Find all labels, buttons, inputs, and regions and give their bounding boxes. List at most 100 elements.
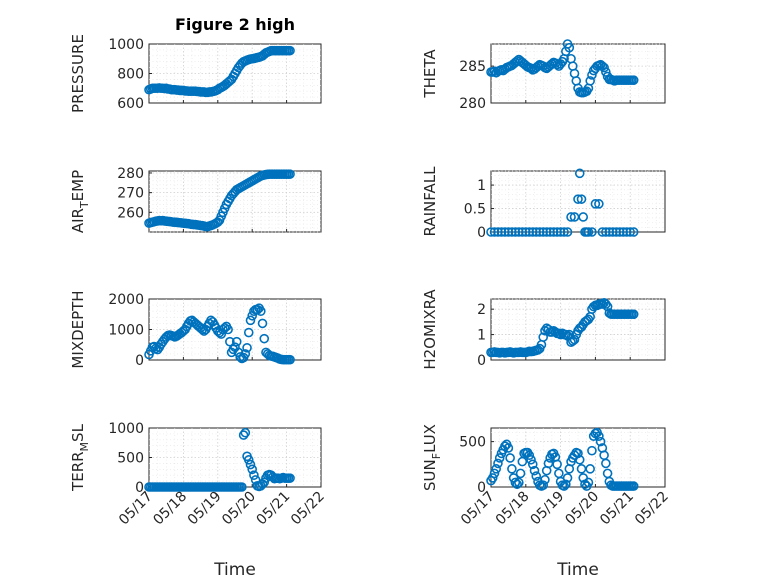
data-point [601, 458, 611, 469]
data-point [285, 45, 295, 56]
data-point [486, 227, 496, 237]
y-tick-label: 280 [459, 96, 486, 112]
y-axis-label: H2OMIXRA [421, 289, 439, 370]
data-point [249, 470, 259, 481]
data-point [574, 168, 585, 179]
y-tick-label: 1 [477, 328, 486, 344]
y-tick-label: 285 [459, 59, 486, 75]
data-point [538, 227, 549, 237]
subplot-rainfall: 0 0.5 1 RAINFALL [421, 166, 666, 241]
y-axis-label: SUNFLUX [421, 424, 443, 491]
data-point [507, 227, 517, 237]
data-point [583, 477, 594, 488]
y-tick-label: 800 [117, 67, 144, 83]
y-axis-label: MIXDEPTH [69, 290, 87, 368]
subplot-pressure: 600 800 1000 PRESSURE [69, 34, 322, 113]
data-point [507, 464, 517, 474]
data-point [601, 67, 611, 77]
data-point [585, 76, 595, 86]
data-point [505, 453, 515, 463]
data-point [585, 464, 595, 474]
data-point [494, 453, 505, 463]
data-point [611, 227, 622, 237]
data-point [255, 306, 266, 317]
data-point [514, 477, 524, 488]
data-point [594, 431, 604, 441]
x-tick-label: 05/22 [632, 489, 672, 529]
data-point [566, 212, 576, 222]
data-point [538, 332, 549, 342]
data-point [517, 227, 528, 237]
x-tick-label: 05/18 [493, 489, 533, 529]
data-point [628, 227, 639, 237]
subplot-theta: 280 285 THETA [421, 39, 666, 112]
y-axis-label: TERRMSL [69, 423, 91, 492]
x-tick-label: 05/19 [185, 489, 225, 529]
data-point [538, 480, 549, 490]
data-point [247, 464, 257, 475]
data-point [487, 473, 498, 483]
data-point [607, 227, 618, 237]
data-point [197, 324, 208, 335]
y-tick-label: 1000 [108, 37, 144, 53]
data-point [595, 436, 606, 447]
data-point [237, 482, 247, 492]
y-axis-label: THETA [421, 49, 439, 99]
data-point [259, 333, 270, 344]
data-point [240, 349, 251, 359]
y-tick-label: 600 [117, 96, 144, 112]
data-point [489, 227, 500, 237]
data-point [503, 443, 514, 453]
x-tick-label: 05/20 [562, 489, 602, 529]
data-point [285, 354, 295, 365]
data-point [599, 62, 609, 73]
data-point [597, 299, 608, 309]
data-point [597, 227, 608, 237]
y-tick-label: 1000 [108, 323, 144, 339]
data-point [524, 227, 535, 237]
x-tick-label: 05/21 [254, 489, 294, 529]
data-point [228, 344, 239, 355]
data-point [602, 301, 613, 312]
data-point [529, 465, 540, 476]
data-point [614, 227, 625, 237]
data-point [527, 459, 538, 470]
data-point [564, 42, 575, 53]
data-point [240, 427, 251, 438]
y-tick-label: 260 [117, 205, 144, 221]
data-point [625, 227, 636, 237]
data-point [512, 479, 522, 490]
y-tick-label: 500 [117, 451, 144, 467]
data-point [601, 227, 611, 237]
data-point [569, 334, 580, 345]
data-point [524, 450, 535, 461]
data-point [503, 227, 514, 237]
data-point [245, 315, 256, 326]
data-point [285, 169, 295, 179]
data-point [576, 194, 587, 204]
figure-title: Figure 2 high [175, 15, 295, 34]
data-point [238, 430, 249, 440]
data-point [242, 342, 252, 353]
data-point [245, 459, 256, 470]
data-point [559, 481, 569, 491]
x-tick-label: 05/21 [597, 489, 637, 529]
data-point [243, 327, 254, 338]
y-tick-label: 2000 [108, 292, 144, 308]
data-point [540, 474, 550, 485]
data-point [534, 227, 545, 237]
data-point [621, 227, 632, 237]
y-tick-label: 500 [459, 435, 486, 451]
data-point [573, 194, 583, 204]
y-tick-label: 0 [135, 353, 144, 369]
data-point [562, 227, 573, 237]
data-point [225, 336, 235, 347]
data-point [223, 324, 233, 335]
data-point [573, 448, 583, 459]
data-point [561, 329, 571, 340]
data-point [545, 227, 555, 237]
x-tick-label: 05/18 [150, 489, 190, 529]
x-tick-label: 05/19 [528, 489, 568, 529]
data-point [590, 199, 601, 209]
